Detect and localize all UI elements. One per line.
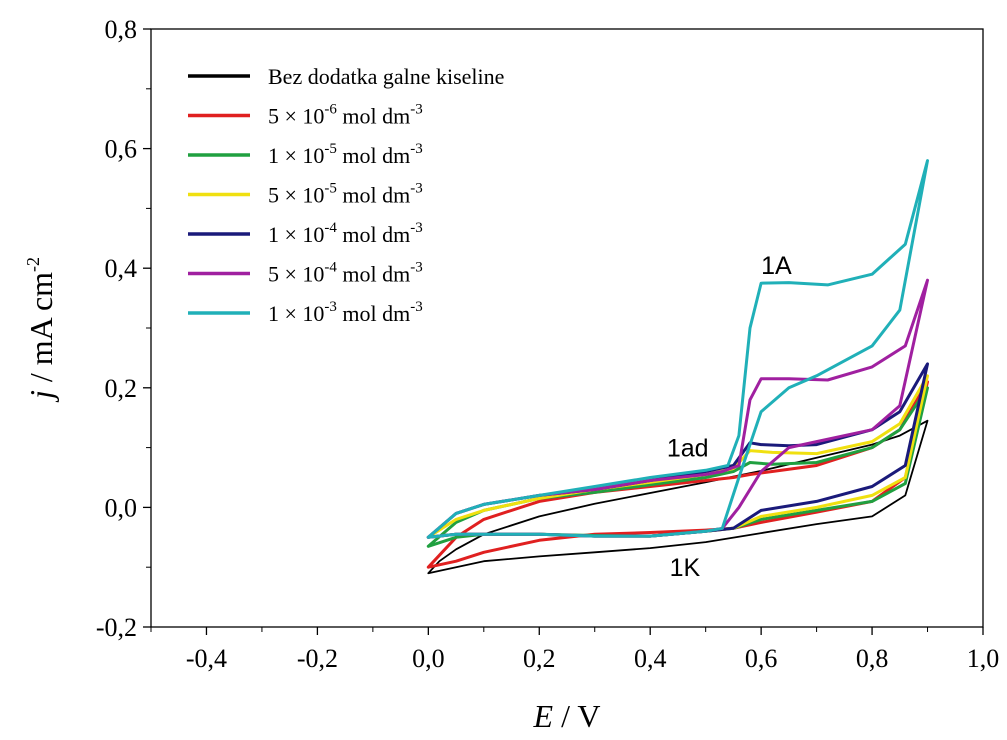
legend-entry: 5 × 10-6 mol dm-3 <box>268 102 423 129</box>
legend: Bez dodatka galne kiseline 5 × 10-6 mol d… <box>188 64 504 326</box>
y-tick-label: 0,2 <box>105 374 138 403</box>
x-axis-title: E / V <box>533 698 601 734</box>
legend-entry: 1 × 10-4 mol dm-3 <box>268 220 423 247</box>
x-tick-label: 0,4 <box>634 644 667 673</box>
data-series <box>426 159 929 575</box>
x-tick-label: 1,0 <box>967 644 1000 673</box>
series-line-1 <box>427 419 929 575</box>
x-axis-ticks: -0,4 -0,2 0,0 0,2 0,4 0,6 0,8 1,0 <box>150 627 1000 673</box>
x-tick-label: 0,6 <box>745 644 778 673</box>
legend-entry: 1 × 10-5 mol dm-3 <box>268 141 423 168</box>
annotation-label: 1A <box>761 252 792 280</box>
x-tick-label: 0,0 <box>412 644 445 673</box>
y-tick-label: 0,8 <box>105 15 138 44</box>
x-tick-label: -0,4 <box>186 644 227 673</box>
legend-entry: 1 × 10-3 mol dm-3 <box>268 299 423 326</box>
annotation-label: 1ad <box>667 435 709 463</box>
legend-entry: 5 × 10-4 mol dm-3 <box>268 260 423 287</box>
series-line-3 <box>426 386 929 548</box>
legend-entry: 5 × 10-5 mol dm-3 <box>268 181 423 208</box>
x-tick-label: 0,2 <box>523 644 556 673</box>
y-tick-label: -0,2 <box>96 613 137 642</box>
chart-annotations: 1A 1ad 1K <box>667 252 792 582</box>
y-tick-label: 0,6 <box>105 135 138 164</box>
x-tick-label: -0,2 <box>297 644 338 673</box>
series-line-7 <box>426 159 929 539</box>
legend-entry: Bez dodatka galne kiseline <box>268 64 504 89</box>
annotation-label: 1K <box>670 554 701 582</box>
y-tick-label: 0,0 <box>105 493 138 522</box>
x-tick-label: 0,8 <box>856 644 889 673</box>
y-axis-ticks: -0,2 0,0 0,2 0,4 0,6 0,8 <box>96 15 151 642</box>
y-tick-label: 0,4 <box>105 254 138 283</box>
y-axis-title: j / mA cm-2 <box>23 257 59 403</box>
